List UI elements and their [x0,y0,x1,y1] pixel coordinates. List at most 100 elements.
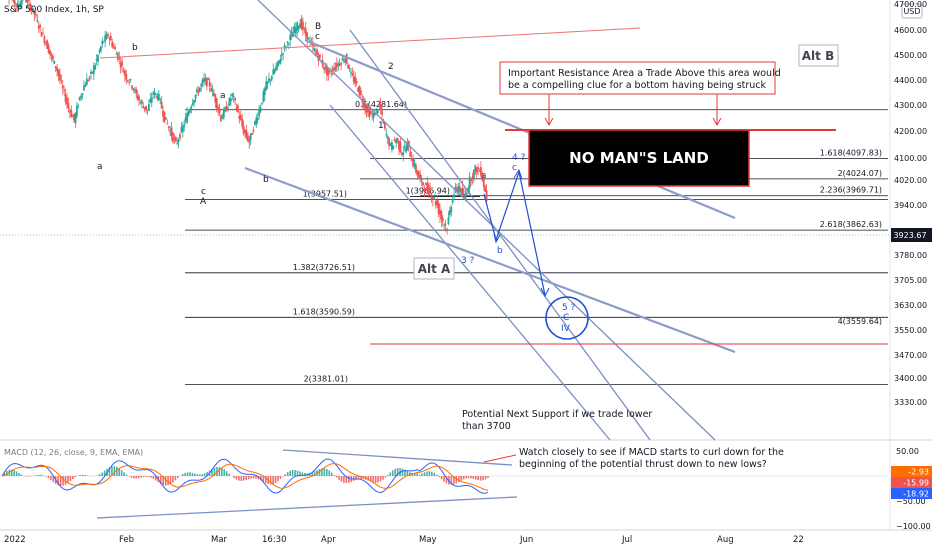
candle-body-88 [125,74,127,79]
price-tick-10: 3780.00 [894,251,927,260]
price-tick-6: 4100.00 [894,154,927,163]
macd-hist-179 [438,476,440,477]
time-tick-6: Jun [519,535,533,545]
price-tick-12: 3630.00 [894,301,927,310]
macd-title: MACD (12, 26, close, 9, EMA, EMA) [4,448,143,457]
macd-hist-132 [324,468,326,476]
wave-label-c-apr: c [315,32,320,42]
macd-hist-98 [241,476,243,481]
candle-body-247 [350,72,352,73]
candle-body-181 [257,118,259,121]
fib-label-3: 2.236(3969.71) [820,186,882,195]
macd-hist-144 [353,476,355,481]
candle-body-19 [28,0,30,1]
candle-body-78 [111,42,113,47]
candle-body-82 [117,53,119,60]
macd-hist-177 [433,473,435,476]
candle-body-316 [448,218,450,224]
candle-body-62 [89,77,91,78]
candle-body-53 [76,106,78,117]
candle-body-85 [121,61,123,65]
candle-body-46 [66,98,68,104]
macd-hist-170 [416,473,418,476]
candle-body-334 [473,170,475,178]
symbol-title[interactable]: S&P 500 Index, 1h, SP [4,5,104,15]
price-axis[interactable]: 4700.004600.004500.004400.004300.004200.… [894,0,927,407]
macd-hist-186 [455,476,457,483]
alt-b-label: Alt B [802,49,834,63]
candle-body-147 [209,82,211,87]
macd-hist-5 [13,470,15,476]
candle-body-29 [42,33,44,34]
candle-body-241 [342,58,344,60]
candle-body-271 [384,123,386,129]
wave-label-b-may: b [497,246,503,256]
macd-hist-102 [250,476,252,479]
fib-label-6: 2.618(3862.63) [820,220,882,229]
wave-label-1: 1 [378,121,384,131]
macd-value-1: -15.99 [903,479,929,488]
candle-body-193 [274,70,276,73]
macd-hist-17 [43,475,45,476]
macd-hist-30 [74,476,76,477]
time-tick-0: 2022 [4,535,26,545]
candle-body-311 [440,211,442,219]
candle-body-49 [70,110,72,117]
macd-hist-51 [126,474,128,476]
macd-hist-198 [485,476,487,479]
macd-hist-81 [199,474,201,476]
candle-body-329 [466,193,468,194]
candle-body-152 [216,99,218,108]
candle-body-274 [388,138,390,146]
candle-body-111 [158,94,160,100]
macd-hist-194 [475,476,477,480]
wave-label-a-mar: a [220,91,226,101]
candle-body-320 [453,194,455,197]
candle-body-80 [114,47,116,50]
candle-body-183 [260,107,262,112]
macd-axis: 50.000.00−50.00−100.00-2.93-15.99-18.92 [891,447,932,531]
price-tick-0: 4700.00 [894,0,927,9]
candle-body-312 [442,218,444,221]
macd-hist-67 [165,476,167,486]
resistance-note-line1: Important Resistance Area a Trade Above … [508,68,781,79]
candle-body-89 [127,81,129,82]
candle-body-332 [470,180,472,182]
macd-hist-82 [201,474,203,476]
macd-hist-188 [460,476,462,481]
candle-body-125 [178,140,180,142]
macd-hist-15 [38,475,40,476]
candle-body-163 [231,94,233,96]
wave-label-a-may: a [481,171,487,181]
candle-body-99 [141,100,143,103]
macd-hist-79 [194,474,196,476]
candle-body-337 [477,167,479,170]
price-tick-14: 3470.00 [894,351,927,360]
macd-hist-70 [172,476,174,482]
candle-body-289 [409,152,411,157]
macd-hist-120 [294,470,296,476]
macd-hist-192 [470,476,472,478]
candle-body-112 [159,99,161,100]
candle-body-141 [200,84,202,87]
candle-body-269 [381,111,383,115]
macd-hist-99 [243,476,245,481]
macd-hist-195 [477,476,479,480]
candle-body-56 [80,96,82,98]
macd-hist-71 [175,476,177,480]
macd-hist-158 [387,475,389,476]
macd-hist-136 [333,475,335,476]
candle-body-121 [172,133,174,142]
macd-value-2: -18.92 [903,490,929,499]
candle-body-277 [392,146,394,150]
macd-hist-180 [441,476,443,479]
time-tick-3: 16:30 [262,535,287,545]
fib-label-9: 4(3559.64) [838,317,882,326]
macd-hist-115 [282,476,284,477]
macd-hist-25 [62,476,64,486]
candle-body-9 [14,0,16,4]
candle-body-104 [148,104,150,111]
